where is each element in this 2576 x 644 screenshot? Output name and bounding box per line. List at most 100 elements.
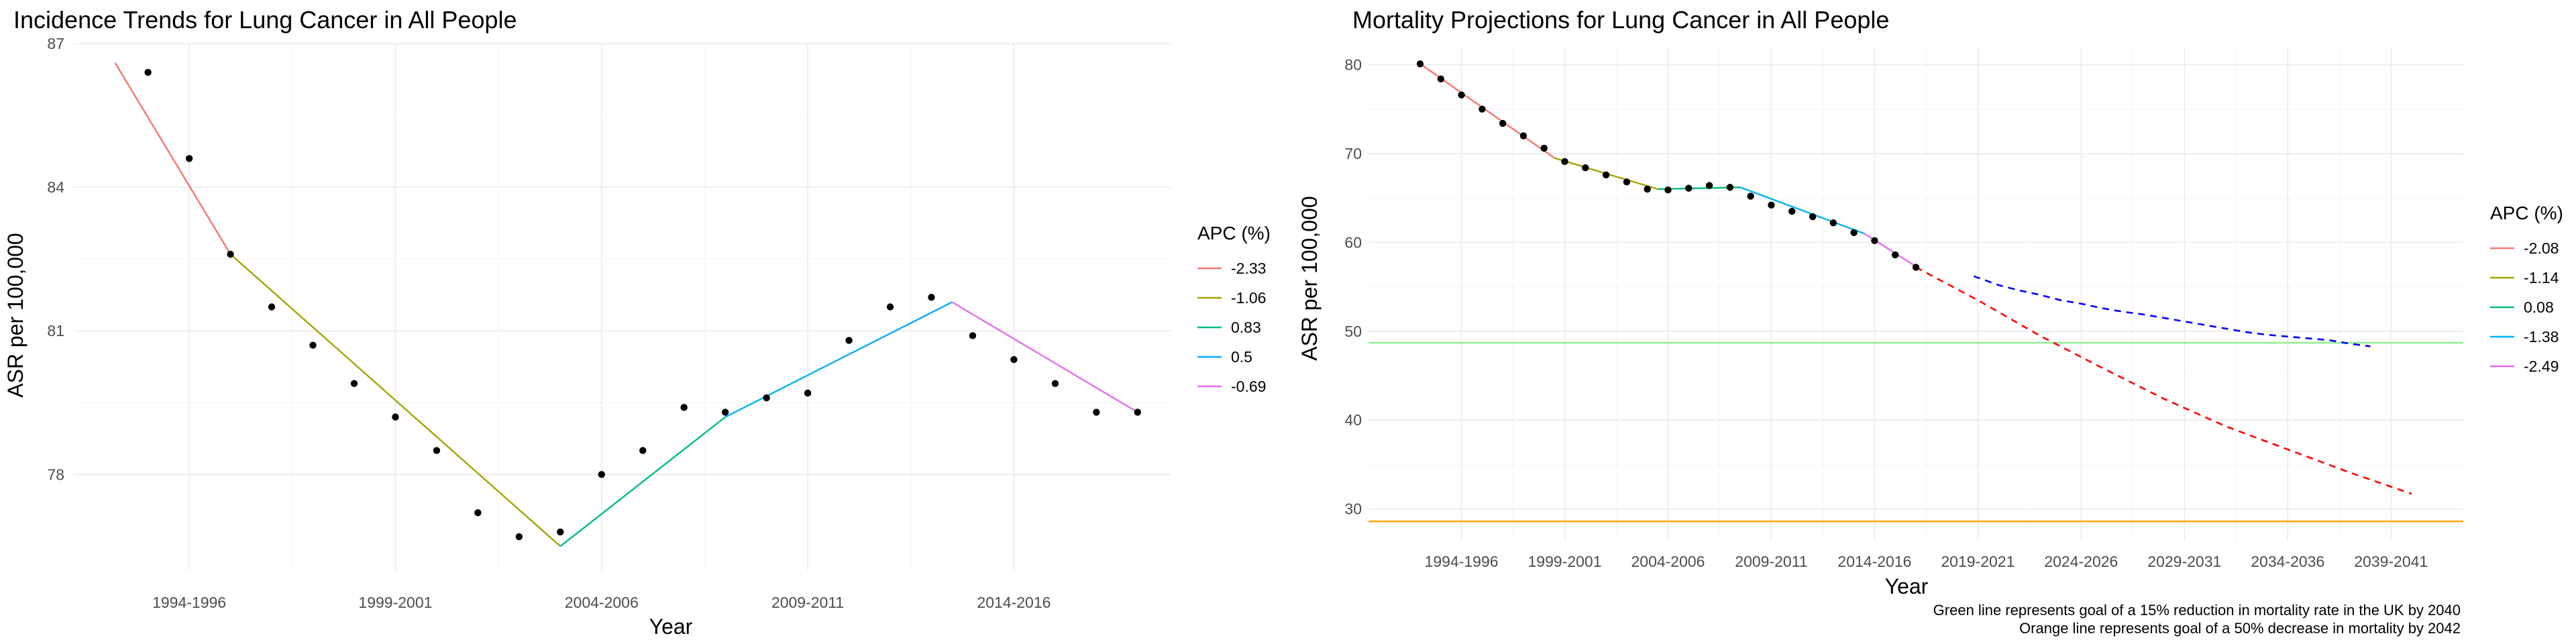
incidence-data-point	[185, 155, 193, 162]
incidence-data-point	[721, 409, 729, 416]
mortality-y-tick-label: 80	[1344, 56, 1362, 73]
incidence-data-point	[1051, 380, 1059, 387]
mortality-data-point	[1747, 193, 1754, 200]
incidence-data-point	[845, 337, 853, 344]
incidence-data-point	[1134, 409, 1142, 416]
incidence-data-point	[309, 341, 317, 349]
incidence-x-tick-label: 2014-2016	[977, 594, 1051, 611]
incidence-data-point	[392, 413, 399, 421]
incidence-legend-label: -1.06	[1231, 289, 1266, 307]
green-line-note: Green line represents goal of a 15% redu…	[1933, 602, 2461, 619]
mortality-x-tick-label: 2039-2041	[2354, 553, 2428, 570]
incidence-data-point	[1010, 356, 1018, 364]
mortality-grid	[1368, 47, 2463, 540]
incidence-series-line-1	[229, 254, 561, 547]
incidence-y-tick-label: 78	[47, 466, 64, 483]
incidence-series-line-2	[559, 416, 726, 547]
mortality-x-tick-label: 2024-2026	[2044, 553, 2118, 570]
incidence-x-tick-label: 1994-1996	[152, 594, 226, 611]
mortality-data-point	[1602, 171, 1610, 178]
mortality-data-point	[1912, 264, 1920, 271]
mortality-x-axis-title: Year	[1885, 574, 1929, 598]
mortality-data-point	[1437, 75, 1444, 83]
mortality-x-tick-label: 2019-2021	[1941, 553, 2015, 570]
mortality-legend-label: -2.08	[2524, 239, 2559, 257]
incidence-data-point	[598, 471, 605, 478]
mortality-data-point	[1829, 219, 1837, 227]
mortality-x-tick-label: 2034-2036	[2251, 553, 2324, 570]
incidence-data-point	[680, 404, 688, 411]
mortality-data-point	[1705, 182, 1713, 189]
mortality-data-point	[1519, 132, 1527, 140]
incidence-grid	[74, 43, 1171, 570]
mortality-data-point	[1788, 207, 1796, 215]
incidence-legend-label: -0.69	[1231, 378, 1266, 395]
incidence-chart: Incidence Trends for Lung Cancer in All …	[3, 6, 1271, 639]
mortality-data-point	[1664, 186, 1672, 194]
mortality-y-tick-label: 70	[1344, 145, 1362, 162]
mortality-data-point	[1499, 119, 1507, 127]
incidence-y-tick-label: 84	[47, 178, 64, 196]
mortality-chart-title: Mortality Projections for Lung Cancer in…	[1352, 6, 1889, 34]
incidence-series-line-0	[114, 62, 231, 255]
mortality-legend-label: -2.49	[2524, 358, 2559, 375]
mortality-data-point	[1768, 201, 1775, 209]
incidence-x-axis-title: Year	[649, 614, 693, 639]
mortality-x-tick-label: 2009-2011	[1735, 553, 1807, 570]
mortality-projection-line-0	[1915, 266, 2412, 495]
mortality-legend-title: APC (%)	[2490, 203, 2563, 223]
mortality-x-tick-label: 2004-2006	[1631, 553, 1705, 570]
mortality-legend-label: -1.38	[2524, 328, 2559, 345]
mortality-chart: Mortality Projections for Lung Cancer in…	[1297, 6, 2563, 637]
incidence-data-point	[268, 303, 276, 311]
incidence-data-point	[433, 447, 441, 454]
mortality-data-point	[1561, 158, 1568, 166]
incidence-data-point	[763, 394, 770, 402]
incidence-legend-title: APC (%)	[1197, 223, 1271, 244]
mortality-data-point	[1540, 144, 1548, 152]
incidence-data-point	[804, 389, 812, 397]
mortality-data-point	[1416, 60, 1424, 68]
incidence-legend-label: 0.5	[1231, 348, 1252, 366]
mortality-series-line-3	[1739, 186, 1865, 235]
incidence-y-axis-title: ASR per 100,000	[3, 233, 28, 398]
mortality-data-point	[1871, 237, 1878, 244]
mortality-y-tick-label: 60	[1344, 233, 1362, 251]
mortality-y-tick-label: 30	[1344, 500, 1362, 518]
mortality-data-point	[1644, 185, 1651, 193]
incidence-x-tick-label: 2009-2011	[771, 594, 844, 611]
mortality-data-point	[1623, 178, 1631, 186]
mortality-y-axis-title: ASR per 100,000	[1297, 196, 1322, 361]
incidence-data-point	[350, 380, 358, 387]
incidence-data-point	[886, 303, 894, 311]
incidence-y-tick-label: 87	[47, 35, 64, 52]
mortality-x-tick-label: 1994-1996	[1425, 553, 1499, 570]
mortality-data-point	[1479, 105, 1486, 113]
incidence-data-point	[474, 509, 482, 517]
incidence-data-point	[639, 447, 647, 454]
mortality-y-tick-label: 50	[1344, 323, 1362, 340]
mortality-data-point	[1726, 184, 1734, 191]
incidence-data-point	[515, 533, 523, 541]
incidence-data-point	[1093, 409, 1100, 416]
incidence-data-point	[928, 294, 935, 301]
incidence-legend-label: -2.33	[1231, 260, 1266, 277]
mortality-data-point	[1892, 251, 1899, 259]
mortality-data-point	[1458, 91, 1465, 99]
incidence-x-tick-label: 1999-2001	[358, 594, 432, 611]
incidence-data-point	[557, 528, 564, 536]
mortality-data-point	[1685, 184, 1693, 192]
mortality-x-tick-label: 2029-2031	[2147, 553, 2221, 570]
mortality-projection-line-1	[1973, 275, 2371, 347]
mortality-legend-label: -1.14	[2524, 269, 2559, 286]
incidence-legend-label: 0.83	[1231, 319, 1261, 336]
mortality-x-tick-label: 2014-2016	[1837, 553, 1911, 570]
orange-line-note: Orange line represents goal of a 50% dec…	[2019, 620, 2461, 637]
incidence-data-point	[969, 332, 977, 339]
incidence-y-tick-label: 81	[47, 322, 64, 339]
mortality-data-point	[1809, 213, 1817, 221]
mortality-legend-label: 0.08	[2524, 299, 2554, 316]
mortality-data-point	[1850, 229, 1858, 236]
